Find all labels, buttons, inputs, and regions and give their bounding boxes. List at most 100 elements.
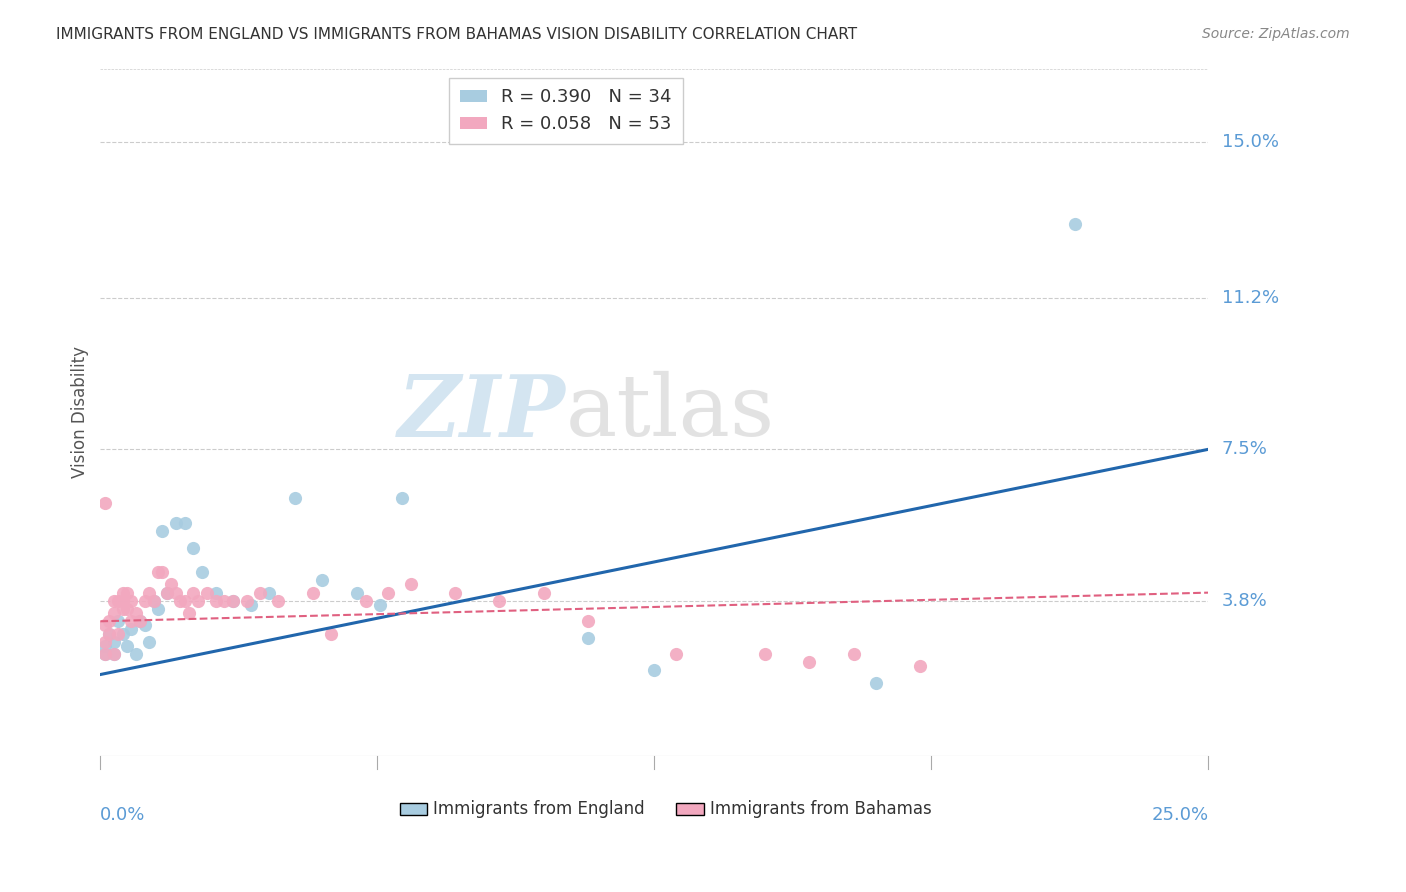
Text: atlas: atlas: [565, 371, 775, 454]
Point: [111, 585, 134, 599]
Point: [165, 585, 187, 599]
Point: [257, 585, 280, 599]
Point: [103, 606, 125, 620]
Point: [173, 594, 195, 608]
FancyBboxPatch shape: [399, 803, 427, 815]
Text: Source: ZipAtlas.com: Source: ZipAtlas.com: [1202, 27, 1350, 41]
Text: IMMIGRANTS FROM ENGLAND VS IMMIGRANTS FROM BAHAMAS VISION DISABILITY CORRELATION: IMMIGRANTS FROM ENGLAND VS IMMIGRANTS FR…: [56, 27, 858, 42]
Point: [146, 602, 169, 616]
Point: [156, 585, 179, 599]
Point: [842, 647, 865, 661]
Point: [177, 606, 200, 620]
Point: [302, 585, 325, 599]
Point: [129, 615, 152, 629]
Point: [94, 647, 117, 661]
Point: [165, 516, 187, 530]
Point: [240, 598, 263, 612]
Point: [115, 602, 138, 616]
Point: [138, 585, 160, 599]
Point: [103, 647, 125, 661]
Point: [191, 565, 214, 579]
Point: [120, 594, 142, 608]
Point: [142, 594, 165, 608]
Point: [204, 594, 226, 608]
Text: Immigrants from Bahamas: Immigrants from Bahamas: [710, 800, 932, 818]
Point: [391, 491, 413, 506]
Point: [235, 594, 257, 608]
Point: [111, 626, 134, 640]
Point: [1064, 217, 1087, 231]
Point: [103, 634, 125, 648]
Point: [115, 585, 138, 599]
Point: [111, 602, 134, 616]
Point: [377, 585, 399, 599]
Text: Immigrants from England: Immigrants from England: [433, 800, 644, 818]
Point: [173, 516, 195, 530]
Point: [142, 594, 165, 608]
Point: [222, 594, 245, 608]
Point: [146, 565, 169, 579]
Point: [107, 626, 129, 640]
Point: [107, 594, 129, 608]
Point: [356, 594, 378, 608]
Point: [643, 664, 665, 678]
Point: [169, 594, 191, 608]
Text: 25.0%: 25.0%: [1152, 805, 1208, 823]
Point: [94, 634, 117, 648]
Point: [94, 618, 117, 632]
Point: [195, 585, 218, 599]
Text: 0.0%: 0.0%: [100, 805, 146, 823]
Point: [94, 495, 117, 509]
Point: [284, 491, 307, 506]
Point: [204, 585, 226, 599]
Point: [533, 585, 555, 599]
Y-axis label: Vision Disability: Vision Disability: [72, 346, 89, 478]
Point: [125, 606, 148, 620]
Point: [576, 615, 599, 629]
Point: [156, 585, 179, 599]
Point: [488, 594, 510, 608]
Point: [319, 626, 342, 640]
Point: [98, 626, 121, 640]
Point: [444, 585, 467, 599]
Point: [346, 585, 368, 599]
Point: [183, 585, 205, 599]
Point: [111, 594, 134, 608]
Point: [129, 615, 152, 629]
Point: [311, 574, 333, 588]
Point: [214, 594, 236, 608]
Point: [107, 615, 129, 629]
Point: [249, 585, 271, 599]
Point: [94, 647, 117, 661]
Point: [368, 598, 391, 612]
Point: [665, 647, 688, 661]
Point: [183, 541, 205, 555]
Point: [754, 647, 776, 661]
Text: 3.8%: 3.8%: [1222, 591, 1267, 610]
Point: [134, 594, 156, 608]
Point: [266, 594, 288, 608]
Point: [98, 626, 121, 640]
Point: [576, 631, 599, 645]
FancyBboxPatch shape: [676, 803, 704, 815]
Point: [103, 594, 125, 608]
Point: [134, 618, 156, 632]
Point: [125, 647, 148, 661]
Point: [152, 524, 174, 539]
Point: [98, 615, 121, 629]
Point: [910, 659, 932, 673]
Point: [399, 577, 422, 591]
Point: [187, 594, 209, 608]
Point: [222, 594, 245, 608]
Point: [138, 634, 160, 648]
Point: [115, 639, 138, 653]
Point: [865, 675, 887, 690]
Legend: R = 0.390   N = 34, R = 0.058   N = 53: R = 0.390 N = 34, R = 0.058 N = 53: [449, 78, 682, 145]
Text: 7.5%: 7.5%: [1222, 441, 1267, 458]
Point: [103, 647, 125, 661]
Point: [160, 577, 183, 591]
Point: [94, 639, 117, 653]
Text: ZIP: ZIP: [398, 371, 565, 454]
Text: 15.0%: 15.0%: [1222, 133, 1278, 152]
Text: 11.2%: 11.2%: [1222, 289, 1278, 307]
